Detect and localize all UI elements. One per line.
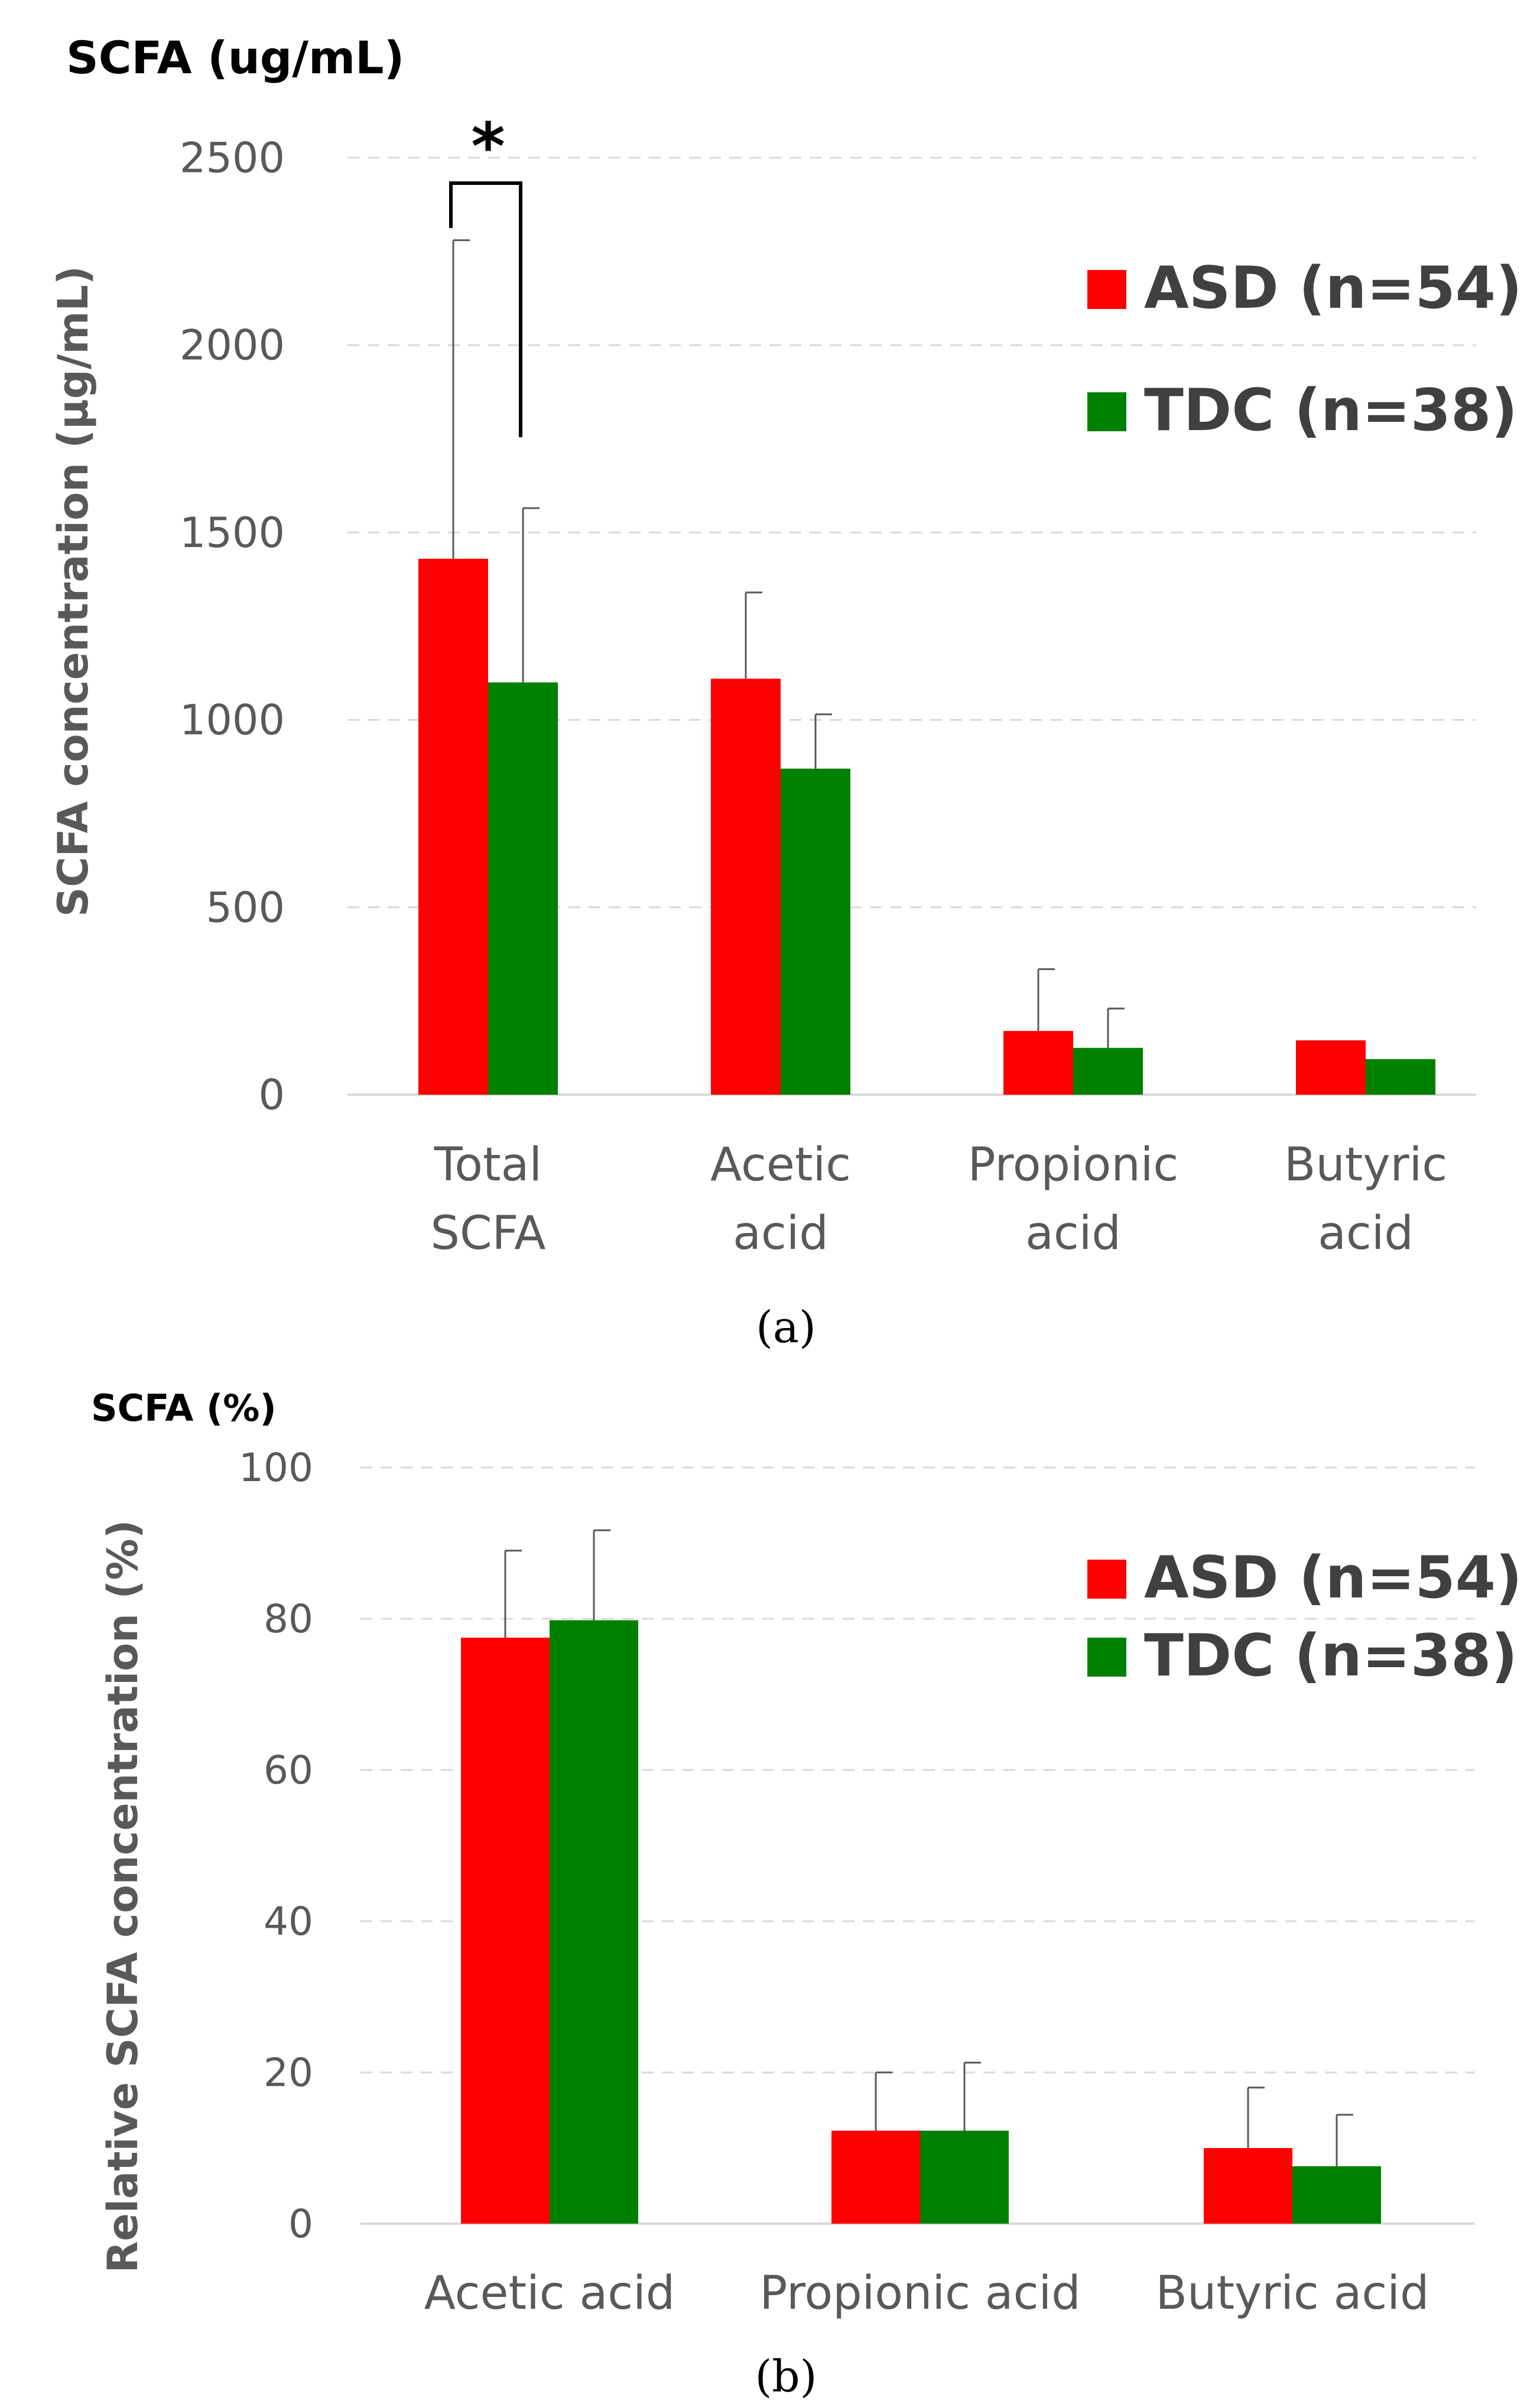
chart-b-category-label: Propionic acid	[759, 2267, 1080, 2320]
chart-a-significance-bracket: *	[449, 109, 522, 437]
chart-a-bars	[418, 558, 1435, 1095]
chart-a-category-label: Acetic	[710, 1138, 851, 1192]
chart-b-category-labels: Acetic acid Propionic acid Butyric acid	[424, 2267, 1429, 2320]
chart-b-bar-tdc	[550, 1620, 638, 2224]
chart-b-category-label: Acetic acid	[424, 2267, 675, 2320]
chart-b-y-tick-label: 0	[288, 2201, 313, 2247]
chart-a-bar-tdc	[781, 769, 850, 1095]
chart-b-y-tick-label: 60	[264, 1748, 313, 1793]
chart-b-y-tick-label: 20	[264, 2050, 313, 2095]
chart-b-legend: ASD (n=54) TDC (n=38)	[1087, 1544, 1522, 1690]
chart-a-bar-tdc	[488, 682, 558, 1095]
chart-a-category-label: SCFA	[430, 1207, 545, 1260]
chart-a-y-axis-title: SCFA concentration (µg/mL)	[49, 266, 98, 917]
chart-b-error-bars	[504, 1529, 1353, 2166]
chart-a-category-label: acid	[1025, 1207, 1121, 1260]
legend-b-label-asd: ASD (n=54)	[1144, 1544, 1522, 1612]
chart-a-category-label: acid	[1318, 1207, 1414, 1260]
legend-a-label-asd: ASD (n=54)	[1144, 255, 1522, 322]
legend-a-swatch-asd	[1087, 270, 1126, 309]
chart-a-y-tick-label: 2000	[180, 321, 285, 370]
chart-b-bar-asd	[831, 2130, 920, 2224]
chart-a: SCFA (ug/mL) 0 500 1000 1500 2000 2500 SCFA c…	[49, 31, 1522, 1353]
chart-b-y-tick-label: 100	[239, 1445, 313, 1491]
chart-a-bar-tdc	[1366, 1059, 1435, 1095]
chart-a-bar-asd	[1003, 1031, 1073, 1095]
chart-a-bar-asd	[418, 558, 488, 1095]
legend-b-label-tdc: TDC (n=38)	[1144, 1622, 1518, 1690]
chart-a-bar-tdc	[1073, 1047, 1143, 1095]
chart-a-unit-label: SCFA (ug/mL)	[66, 31, 404, 84]
chart-a-error-bars	[452, 239, 1125, 1048]
chart-a-y-tick-label: 2500	[180, 134, 285, 183]
chart-b-bar-asd	[461, 1638, 550, 2224]
chart-b-unit-label: SCFA (%)	[91, 1387, 277, 1430]
legend-a-label-tdc: TDC (n=38)	[1144, 377, 1518, 444]
chart-a-panel-label: (a)	[756, 1302, 816, 1353]
chart-a-category-label: Propionic	[968, 1138, 1179, 1192]
chart-a-category-label: Butyric	[1284, 1138, 1447, 1192]
chart-a-legend: ASD (n=54) TDC (n=38)	[1087, 255, 1522, 444]
chart-b-panel-label: (b)	[755, 2351, 817, 2402]
chart-a-bar-asd	[1296, 1040, 1366, 1095]
chart-a-y-tick-label: 1000	[180, 696, 285, 744]
chart-a-category-labels: Total SCFA Acetic acid Propionic acid Butyric a…	[430, 1138, 1447, 1260]
chart-b-y-tick-label: 80	[264, 1596, 313, 1642]
chart-b-y-ticks: 0 20 40 60 80 100	[239, 1445, 313, 2247]
chart-b-category-label: Butyric acid	[1156, 2267, 1429, 2320]
chart-a-y-tick-label: 1500	[180, 509, 285, 557]
chart-a-y-tick-label: 0	[258, 1071, 285, 1120]
legend-b-swatch-tdc	[1087, 1638, 1126, 1677]
chart-a-y-tick-label: 500	[206, 883, 285, 932]
chart-b-bar-tdc	[920, 2130, 1009, 2224]
chart-a-category-label: acid	[733, 1207, 829, 1260]
chart-b-bar-asd	[1204, 2148, 1292, 2224]
chart-b-bars	[461, 1620, 1381, 2224]
legend-a-swatch-tdc	[1087, 392, 1126, 431]
chart-a-bar-asd	[711, 678, 781, 1095]
chart-b-y-tick-label: 40	[264, 1899, 313, 1944]
chart-b: SCFA (%) 0 20 40 60 80 100 Relative SCFA conc…	[91, 1387, 1522, 2402]
chart-a-category-label: Total	[434, 1138, 542, 1192]
chart-b-y-axis-title: Relative SCFA concentration (%)	[99, 1520, 147, 2273]
chart-b-bar-tdc	[1292, 2166, 1381, 2224]
chart-a-significance-mark: *	[471, 109, 505, 184]
legend-b-swatch-asd	[1087, 1560, 1126, 1599]
chart-a-y-ticks: 0 500 1000 1500 2000 2500	[180, 134, 285, 1120]
